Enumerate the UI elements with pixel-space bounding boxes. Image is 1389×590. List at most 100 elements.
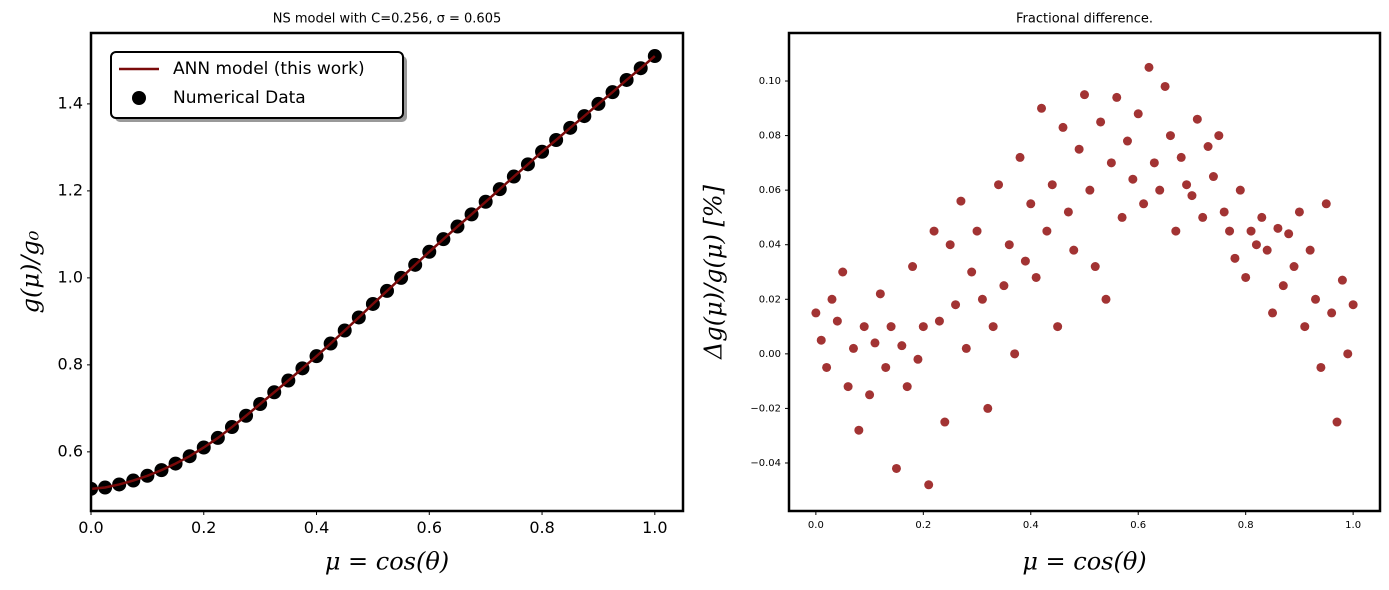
x-axis-label: μ = cos(θ) bbox=[1022, 548, 1146, 576]
y-tick-label: −0.02 bbox=[750, 403, 781, 414]
y-tick-label: 1.0 bbox=[58, 267, 83, 286]
point bbox=[1042, 226, 1052, 236]
line bbox=[91, 55, 656, 491]
x-tick-label: 1.0 bbox=[642, 518, 667, 537]
point bbox=[1176, 152, 1186, 162]
point bbox=[918, 322, 928, 332]
point bbox=[816, 335, 826, 345]
point bbox=[1311, 294, 1321, 304]
x-tick-label: 0.8 bbox=[529, 518, 554, 537]
point bbox=[1337, 275, 1347, 285]
point bbox=[1053, 322, 1063, 332]
x-tick-label: 0.4 bbox=[1023, 520, 1039, 531]
y-tick-label: 0.06 bbox=[759, 185, 781, 196]
point bbox=[1101, 294, 1111, 304]
x-tick-label: 0.6 bbox=[1130, 520, 1146, 531]
point bbox=[1305, 245, 1315, 255]
y-axis-label: Δg(μ)/g(μ) [%] bbox=[700, 184, 728, 360]
y-tick-label: 0.02 bbox=[759, 294, 781, 305]
point bbox=[1160, 81, 1170, 91]
point bbox=[1294, 207, 1304, 217]
point bbox=[1058, 122, 1068, 132]
point bbox=[1165, 131, 1175, 141]
point bbox=[1144, 62, 1154, 72]
point bbox=[1268, 308, 1278, 318]
point bbox=[843, 382, 853, 392]
point bbox=[811, 308, 821, 318]
point bbox=[1047, 180, 1057, 190]
point bbox=[972, 226, 982, 236]
point bbox=[1080, 90, 1089, 100]
point bbox=[891, 463, 901, 473]
point bbox=[961, 343, 971, 353]
point bbox=[956, 196, 966, 206]
point bbox=[870, 338, 880, 348]
x-tick-label: 0.6 bbox=[417, 518, 442, 537]
point bbox=[1085, 185, 1095, 195]
point bbox=[908, 262, 918, 272]
point bbox=[1327, 308, 1337, 318]
point bbox=[967, 267, 977, 277]
y-tick-label: 1.2 bbox=[58, 180, 83, 199]
point bbox=[1300, 322, 1310, 332]
legend-box bbox=[110, 51, 404, 119]
point bbox=[1241, 272, 1251, 282]
point bbox=[859, 322, 869, 332]
point bbox=[897, 341, 907, 351]
point bbox=[1257, 212, 1267, 222]
y-axis-label: g(μ)/g₀ bbox=[17, 230, 45, 313]
point bbox=[1031, 272, 1041, 282]
point bbox=[1004, 240, 1014, 250]
y-tick-label: 0.00 bbox=[759, 349, 781, 360]
point bbox=[977, 294, 987, 304]
point bbox=[999, 281, 1009, 291]
x-tick-label: 0.2 bbox=[915, 520, 931, 531]
point bbox=[1284, 229, 1294, 239]
y-tick-label: 0.08 bbox=[759, 131, 781, 142]
point bbox=[994, 180, 1004, 190]
point bbox=[822, 362, 832, 372]
point bbox=[934, 316, 944, 326]
point bbox=[1321, 199, 1331, 209]
x-tick-label: 0.8 bbox=[1238, 520, 1254, 531]
point bbox=[940, 417, 950, 427]
y-tick-label: −0.04 bbox=[750, 458, 781, 469]
point bbox=[1117, 212, 1127, 222]
point bbox=[1063, 207, 1073, 217]
point bbox=[848, 343, 858, 353]
point bbox=[1192, 114, 1202, 124]
point bbox=[1037, 103, 1047, 113]
x-tick-label: 0.2 bbox=[191, 518, 216, 537]
point bbox=[951, 300, 961, 310]
point bbox=[875, 289, 885, 299]
point bbox=[913, 354, 923, 364]
point bbox=[924, 480, 934, 490]
axes-frame bbox=[89, 31, 685, 513]
point bbox=[1010, 349, 1020, 359]
point bbox=[1122, 136, 1132, 146]
point bbox=[1273, 223, 1283, 233]
point bbox=[1069, 245, 1079, 255]
point bbox=[1128, 174, 1138, 184]
point bbox=[1343, 349, 1353, 359]
legend-label: ANN model (this work) bbox=[173, 59, 365, 79]
y-tick-label: 0.6 bbox=[58, 441, 83, 460]
point bbox=[838, 267, 848, 277]
point bbox=[1251, 240, 1261, 250]
point bbox=[1230, 253, 1240, 263]
point bbox=[1225, 226, 1235, 236]
plot-area bbox=[811, 62, 1358, 490]
point bbox=[1348, 300, 1358, 310]
point bbox=[854, 425, 864, 435]
x-axis-label: μ = cos(θ) bbox=[325, 548, 449, 576]
point bbox=[1106, 158, 1116, 168]
y-tick-label: 0.04 bbox=[759, 240, 781, 251]
point bbox=[1262, 245, 1272, 255]
point bbox=[1015, 152, 1025, 162]
point bbox=[886, 322, 896, 332]
x-tick-label: 0.4 bbox=[304, 518, 329, 537]
chart-title: NS model with C=0.256, σ = 0.605 bbox=[273, 12, 502, 27]
x-tick-label: 0.0 bbox=[808, 520, 824, 531]
point bbox=[827, 294, 837, 304]
